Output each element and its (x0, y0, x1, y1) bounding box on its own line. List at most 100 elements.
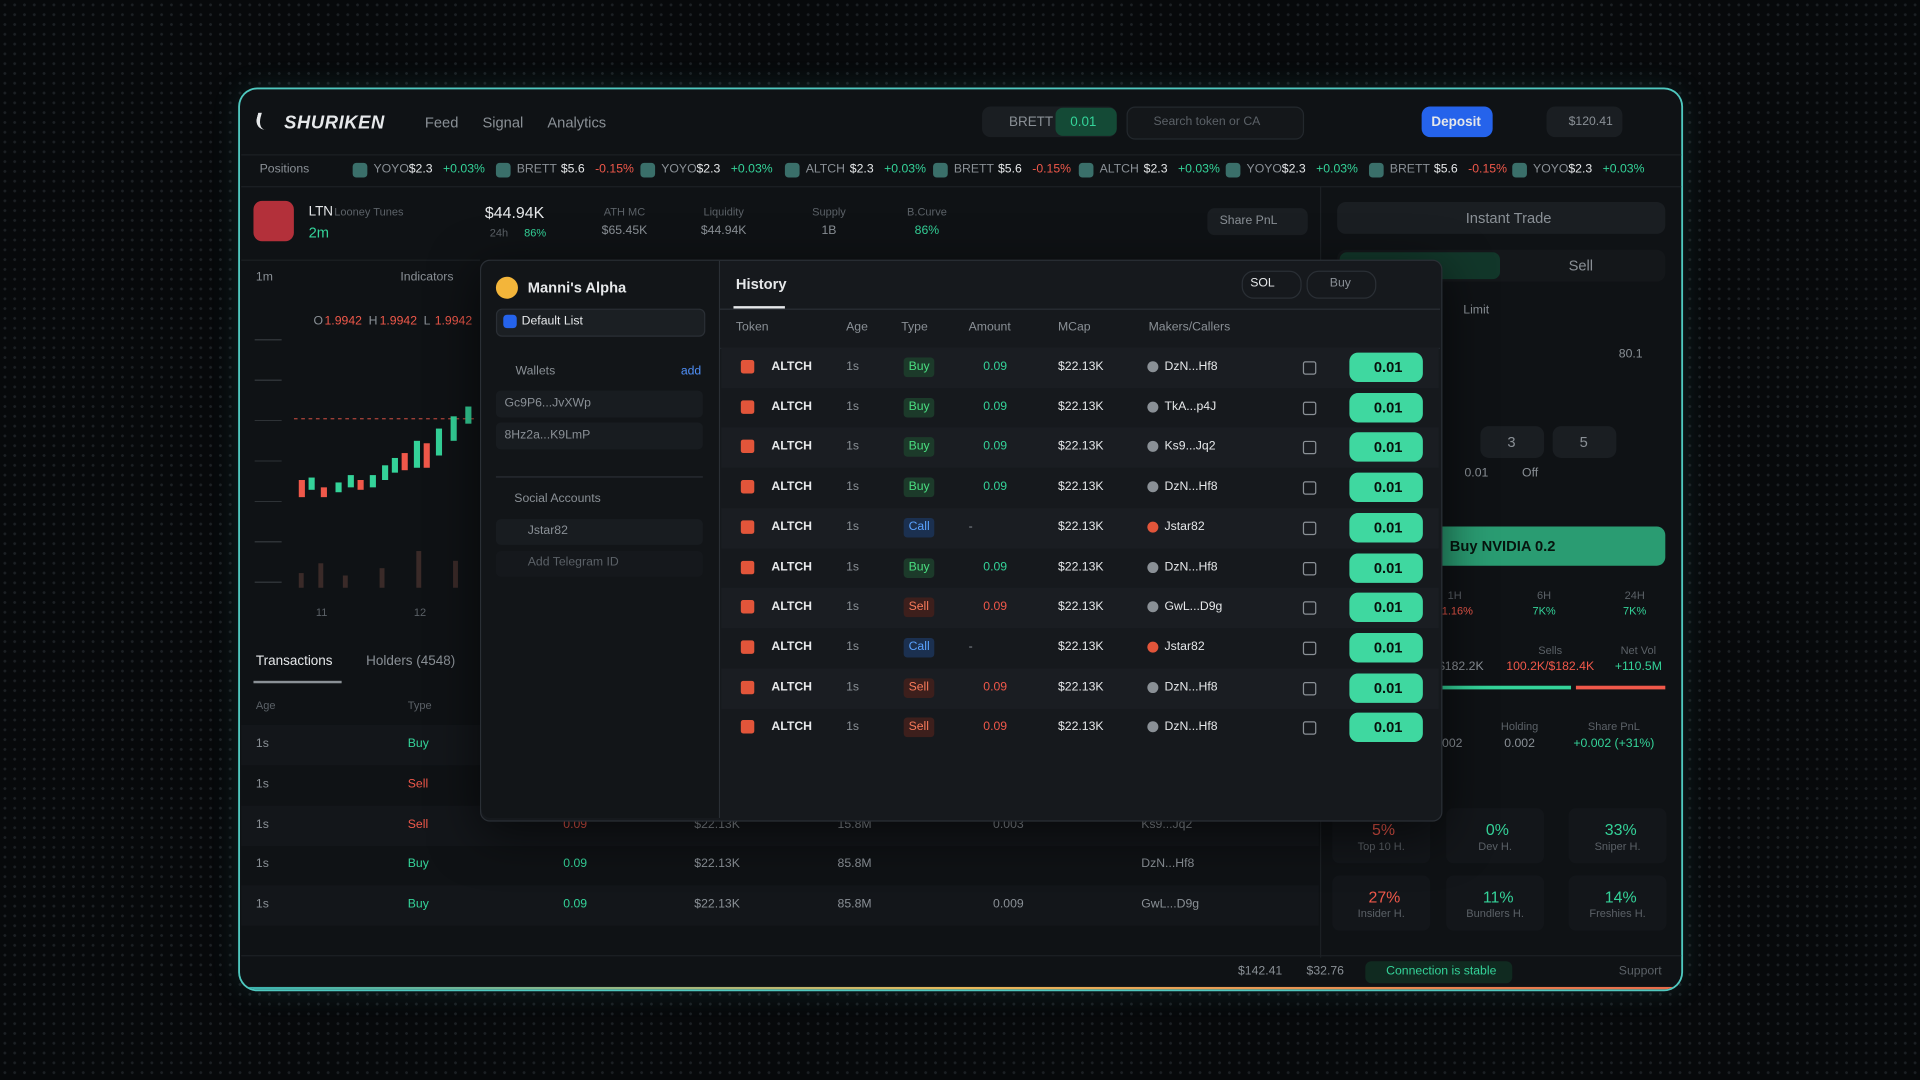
ticker-symbol: BRETT (1389, 162, 1430, 177)
open-link[interactable] (1302, 361, 1317, 375)
maker-icon (1147, 561, 1159, 573)
indicators: Indicators (400, 270, 454, 285)
tx-mcap: $22.13K (694, 857, 740, 872)
interval: 1m (255, 270, 273, 285)
quick-buy[interactable] (1349, 713, 1423, 743)
preset-label: 5 (1579, 433, 1588, 451)
token-icon (740, 560, 755, 574)
quick-buy[interactable] (1349, 432, 1423, 463)
ticker-symbol: YOYO (1533, 162, 1569, 177)
history-underline (733, 306, 785, 309)
history-row-bg (721, 668, 1439, 709)
list-label: Default List (521, 314, 583, 329)
period-label: 6H (1537, 588, 1552, 601)
history-token: ALTCH (771, 520, 813, 534)
wallet-row (495, 390, 703, 418)
social-label: Social Accounts (514, 492, 601, 506)
telegram-add[interactable]: Add Telegram ID (527, 555, 619, 570)
tx-age: 1s (255, 777, 269, 791)
pos-label: Share PnL (1587, 719, 1640, 732)
search-placeholder: Search token or CA (1153, 115, 1261, 129)
maker-icon (1147, 641, 1159, 653)
vol-label: Sells (1538, 643, 1563, 656)
add-wallet[interactable]: add (680, 364, 702, 379)
share-button[interactable] (1207, 208, 1308, 236)
history-type: Buy (903, 357, 935, 378)
deposit-button[interactable] (1421, 106, 1493, 138)
preset[interactable] (1480, 426, 1545, 458)
ticker-change: +0.03% (1177, 162, 1220, 177)
wallets-label: Wallets (515, 364, 556, 379)
ticker-icon (933, 162, 948, 178)
open-link[interactable] (1302, 441, 1317, 455)
instant-trade-bar[interactable] (1337, 202, 1666, 234)
open-link[interactable] (1302, 721, 1317, 736)
ticker-icon (1225, 162, 1241, 178)
search[interactable] (1126, 106, 1305, 140)
sell-tab[interactable]: Sell (1568, 257, 1594, 275)
open-link[interactable] (1302, 561, 1317, 575)
footer-line (241, 955, 1682, 957)
quick-buy[interactable] (1349, 592, 1423, 623)
sol-filter[interactable] (1241, 270, 1302, 299)
open-link[interactable] (1302, 401, 1317, 415)
ticker-price: $2.3 (1281, 162, 1306, 177)
tx-row-bg (241, 885, 1319, 926)
history-column: Type (901, 320, 928, 335)
stat-label: B.Curve (907, 205, 947, 218)
history-age: 1s (846, 520, 860, 534)
quick-buy[interactable] (1349, 352, 1423, 383)
history-column: Makers/Callers (1148, 320, 1231, 335)
wallet-row (495, 422, 703, 450)
open-link[interactable] (1302, 681, 1317, 696)
ticker-change: +0.03% (730, 162, 773, 177)
tx-header: Type (407, 698, 432, 711)
open-link[interactable] (1302, 601, 1317, 615)
ohlc-value: 1.9942 (324, 314, 362, 329)
tx-tab[interactable]: Transactions (255, 653, 333, 668)
quick-buy-amount: 0.01 (1373, 438, 1403, 456)
ticker-label: Positions (259, 162, 310, 177)
history-type: Buy (903, 557, 935, 578)
stat-value: $44.94K (700, 224, 747, 238)
open-link[interactable] (1302, 641, 1317, 655)
tx-tab[interactable]: Holders (4548) (366, 653, 456, 668)
token-icon (740, 640, 755, 654)
list-select[interactable] (495, 308, 706, 337)
quick-buy[interactable] (1349, 512, 1423, 543)
history-type: Buy (903, 477, 935, 498)
maker-icon (1147, 481, 1159, 493)
history-title: History (735, 275, 787, 293)
history-amount: 0.09 (983, 600, 1008, 614)
history-age: 1s (846, 680, 860, 694)
quick-buy[interactable] (1349, 672, 1423, 703)
nav-link[interactable]: Analytics (547, 113, 607, 132)
tool-column (254, 312, 282, 607)
tx-volume: 85.8M (837, 857, 872, 872)
ticker-change: +0.03% (443, 162, 485, 177)
footer-support[interactable]: Support (1618, 964, 1662, 979)
nav-link[interactable]: Signal (482, 113, 524, 132)
slippage: 80.1 (1618, 347, 1643, 362)
card-label: Sniper H. (1594, 839, 1641, 852)
quick-buy[interactable] (1349, 552, 1423, 583)
token-chip-amount: 0.01 (1070, 114, 1097, 130)
token-icon (740, 400, 755, 414)
side-filter[interactable] (1306, 270, 1377, 299)
preset[interactable] (1552, 426, 1617, 458)
period-label: 1H (1447, 588, 1462, 601)
quick-buy[interactable] (1349, 632, 1423, 663)
quick-buy[interactable] (1349, 472, 1423, 503)
open-link[interactable] (1302, 521, 1317, 535)
history-token: ALTCH (771, 480, 813, 494)
history-maker: Jstar82 (1164, 520, 1205, 534)
limit-tab[interactable]: Limit (1463, 303, 1490, 318)
open-link[interactable] (1302, 481, 1317, 495)
stat-label: Liquidity (703, 205, 744, 218)
nav-link[interactable]: Feed (424, 113, 459, 132)
quick-buy-amount: 0.01 (1373, 599, 1403, 617)
vol-value: 100.2K/$182.4K (1506, 660, 1595, 674)
quick-buy[interactable] (1349, 392, 1423, 423)
stat-label: Supply (812, 205, 846, 218)
